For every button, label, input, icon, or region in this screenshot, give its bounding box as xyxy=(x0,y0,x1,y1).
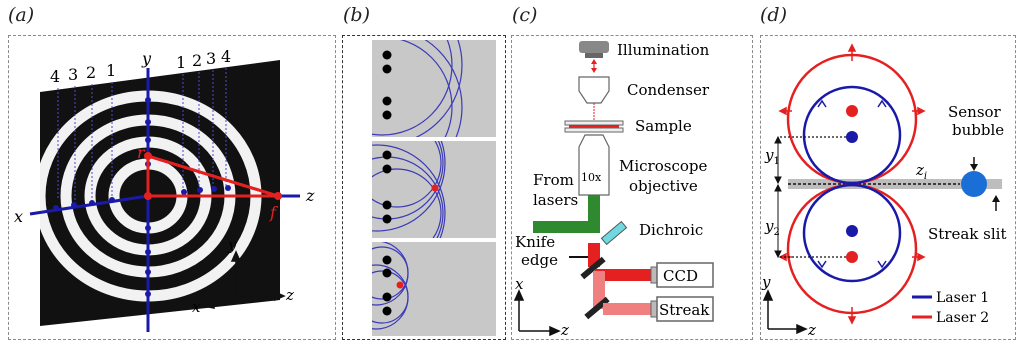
knife-label: Knife xyxy=(515,233,555,251)
axis-x-label-c: x xyxy=(515,275,524,293)
legend-laser2-label: Laser 2 xyxy=(936,310,989,326)
panel-a-label: (a) xyxy=(8,4,35,26)
sensor-bubble xyxy=(961,171,987,197)
illumination-label: Illumination xyxy=(617,41,710,59)
green-beam-vertical xyxy=(588,195,600,233)
axis-z-label: z xyxy=(305,186,315,205)
panel-a-frame xyxy=(8,35,336,340)
objective-mag-label: 10x xyxy=(581,171,602,184)
coordinate-triad xyxy=(202,250,286,309)
axis-z-label-c: z xyxy=(560,321,569,339)
objective-label: objective xyxy=(629,177,698,195)
axis-triad-c xyxy=(513,289,561,337)
ring-number: 3 xyxy=(206,49,216,68)
illumination-lamp xyxy=(579,41,609,53)
mirror-2 xyxy=(584,296,610,320)
triad-x-label: x xyxy=(192,298,201,316)
axis-y-label: y xyxy=(141,49,152,68)
ring-number: 1 xyxy=(176,53,186,72)
triad-y-label: y xyxy=(227,236,237,254)
panel-d-frame xyxy=(760,35,1016,340)
panel-c-frame xyxy=(511,35,753,340)
sensor-label: Sensor xyxy=(948,103,1002,121)
streak-label: Streak xyxy=(659,301,710,319)
panel-b-frame xyxy=(342,35,506,340)
green-beam-horizontal xyxy=(533,221,589,233)
panel-b-label: (b) xyxy=(343,4,370,26)
ring-number: 1 xyxy=(106,61,116,80)
axis-z-label-d: z xyxy=(807,321,816,339)
axis-y-label-d: y xyxy=(761,273,771,291)
axis-x-label: x xyxy=(14,207,23,226)
panel-d-label: (d) xyxy=(760,4,787,26)
dichroic-mirror xyxy=(600,220,628,246)
panel-c-label: (c) xyxy=(512,4,538,26)
streak-camera xyxy=(656,296,714,322)
legend-laser1-label: Laser 1 xyxy=(936,290,989,306)
dichroic-label: Dichroic xyxy=(639,221,703,239)
y2-label: y2 xyxy=(764,217,780,238)
ccd-camera xyxy=(656,262,714,288)
axis-triad-d xyxy=(762,289,808,335)
edge-label: edge xyxy=(521,251,558,269)
panel-d-diagram: y1 y2 zi Sensor bubble Streak slit Laser… xyxy=(761,43,1006,339)
ring-number: 4 xyxy=(221,47,231,66)
axis-x-line xyxy=(29,194,149,216)
zi-label: zi xyxy=(915,161,927,182)
panel-a-diagram: 4 3 2 1 1 2 3 4 y x z r f y z x xyxy=(14,47,315,332)
panel-b-diagram xyxy=(372,40,496,336)
sample-slide xyxy=(564,120,624,126)
condenser-lens xyxy=(578,76,610,104)
subpanel-top xyxy=(372,40,496,137)
ring-number: 3 xyxy=(68,65,78,84)
triad-z-label: z xyxy=(285,286,294,304)
ccd-label: CCD xyxy=(663,267,698,285)
r-label: r xyxy=(137,143,146,162)
microscope-objective xyxy=(578,134,610,196)
condenser-label: Condenser xyxy=(627,81,710,99)
laser1-lower-circle xyxy=(802,183,902,283)
ring-number: 4 xyxy=(50,67,60,86)
panel-c-diagram: 10x CCD Streak Illumination Condenser Sa… xyxy=(513,41,714,339)
lasers-label: lasers xyxy=(533,191,578,209)
laser1-upper-circle xyxy=(802,85,902,185)
y1-label: y1 xyxy=(764,146,780,167)
legend: Laser 1 Laser 2 xyxy=(912,290,989,326)
f-label: f xyxy=(269,203,279,222)
bubble-label: bubble xyxy=(952,121,1004,139)
ring-number: 2 xyxy=(192,51,202,70)
from-label: From xyxy=(533,171,574,189)
sample-label: Sample xyxy=(635,117,692,135)
mirror-1 xyxy=(580,256,606,280)
streak-slit-label: Streak slit xyxy=(928,225,1006,243)
microscope-label: Microscope xyxy=(619,157,707,175)
ring-number: 2 xyxy=(86,63,96,82)
